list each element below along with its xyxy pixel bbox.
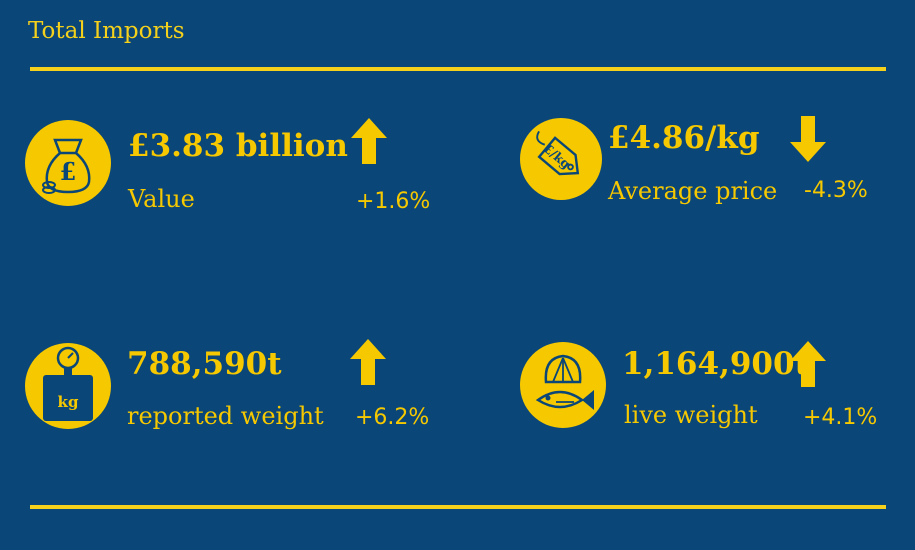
- value-amount: £3.83 billion: [128, 128, 348, 164]
- arrow-up-icon: [350, 339, 386, 385]
- bottom-divider: [30, 505, 886, 509]
- reported-weight-change: +6.2%: [355, 405, 430, 430]
- svg-text:£: £: [60, 157, 77, 186]
- page-title: Total Imports: [28, 18, 185, 44]
- value-change: +1.6%: [356, 189, 431, 214]
- top-divider: [30, 67, 886, 71]
- reported-weight-label: reported weight: [127, 402, 324, 430]
- fish-shell-icon: [520, 342, 606, 428]
- svg-text:kg: kg: [58, 393, 79, 411]
- value-label: Value: [128, 185, 195, 213]
- arrow-down-icon: [790, 116, 826, 162]
- arrow-up-icon: [351, 118, 387, 164]
- average-price-label: Average price: [608, 177, 778, 205]
- live-weight-label: live weight: [624, 401, 758, 429]
- live-weight-amount: 1,164,900t: [622, 346, 809, 382]
- reported-weight-amount: 788,590t: [127, 346, 282, 382]
- live-weight-change: +4.1%: [803, 405, 878, 430]
- price-tag-icon: £/kg: [520, 118, 602, 200]
- arrow-up-icon: [790, 341, 826, 387]
- money-bag-icon: £: [25, 120, 111, 206]
- average-price-amount: £4.86/kg: [608, 120, 760, 156]
- average-price-change: -4.3%: [804, 178, 868, 203]
- weighing-scale-icon: kg: [25, 343, 111, 429]
